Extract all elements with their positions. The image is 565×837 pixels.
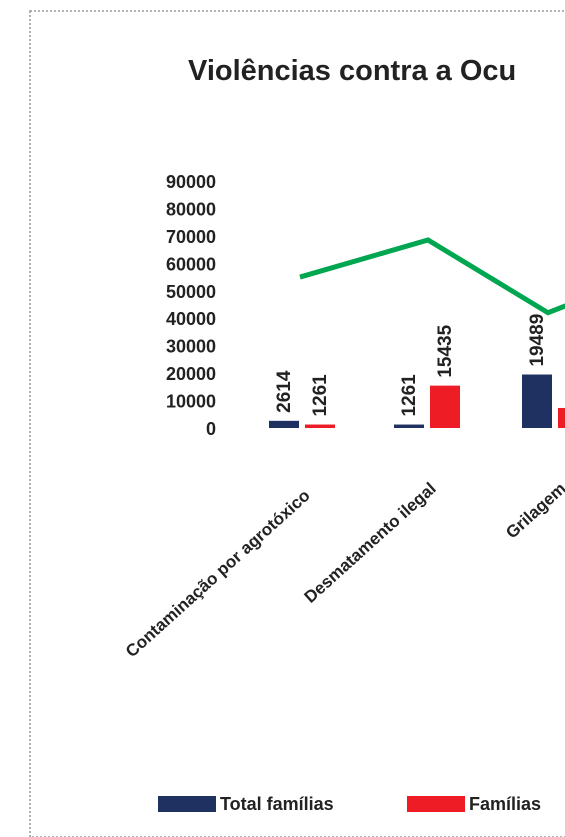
y-tick-label: 70000 [166, 227, 216, 247]
line-series [299, 237, 565, 316]
bar-value-label: 1261 [310, 374, 331, 417]
y-tick-label: 30000 [166, 337, 216, 357]
y-tick-label: 50000 [166, 282, 216, 302]
bar-value-label: 1261 [399, 374, 420, 417]
bar-total [522, 374, 552, 428]
line-series-group [299, 237, 565, 316]
legend-swatch [158, 796, 216, 812]
y-tick-label: 80000 [166, 199, 216, 219]
y-tick-label: 40000 [166, 309, 216, 329]
y-tick-label: 20000 [166, 364, 216, 384]
y-tick-label: 0 [206, 419, 216, 439]
y-tick-label: 90000 [166, 172, 216, 192]
x-category-label: Grilagem [502, 479, 565, 542]
bar-familias [305, 424, 335, 428]
y-tick-label: 10000 [166, 392, 216, 412]
bar-value-label: 19489 [527, 314, 548, 367]
x-category-label: Contaminação por agrotóxico [122, 486, 314, 661]
bar-familias [430, 385, 460, 428]
legend-label: Total famílias [220, 794, 334, 814]
legend-swatch [407, 796, 465, 812]
chart-title: Violências contra a Ocu [188, 55, 516, 87]
y-tick-label: 60000 [166, 254, 216, 274]
bars-group: 2614 1261 1261 15435 19489 7300 [269, 314, 565, 428]
bar-total [394, 424, 424, 428]
bar-familias [558, 407, 565, 428]
y-axis: 0 10000 20000 30000 40000 50000 60000 70000 8000… [166, 172, 216, 439]
x-category-label: Desmatamento ilegal [301, 479, 440, 607]
legend-label: Famílias [469, 794, 541, 814]
bar-value-label: 2614 [274, 370, 295, 413]
bar-value-label: 7300 [563, 358, 565, 400]
bar-total [269, 420, 299, 428]
x-axis-labels: Contaminação por agrotóxicoDesmatamento … [122, 479, 565, 661]
bar-value-label: 15435 [435, 324, 456, 377]
chart-border [29, 10, 565, 837]
legend: Total famílias Famílias [158, 794, 541, 814]
